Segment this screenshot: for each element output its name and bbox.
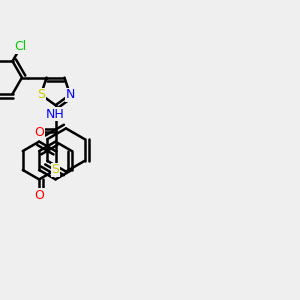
Text: S: S	[37, 88, 45, 101]
Text: O: O	[34, 126, 44, 139]
Text: NH: NH	[46, 108, 65, 121]
Text: NH: NH	[46, 108, 65, 121]
Text: Cl: Cl	[15, 40, 27, 53]
Text: S: S	[52, 164, 59, 176]
Text: O: O	[34, 189, 44, 202]
Text: N: N	[65, 88, 75, 101]
